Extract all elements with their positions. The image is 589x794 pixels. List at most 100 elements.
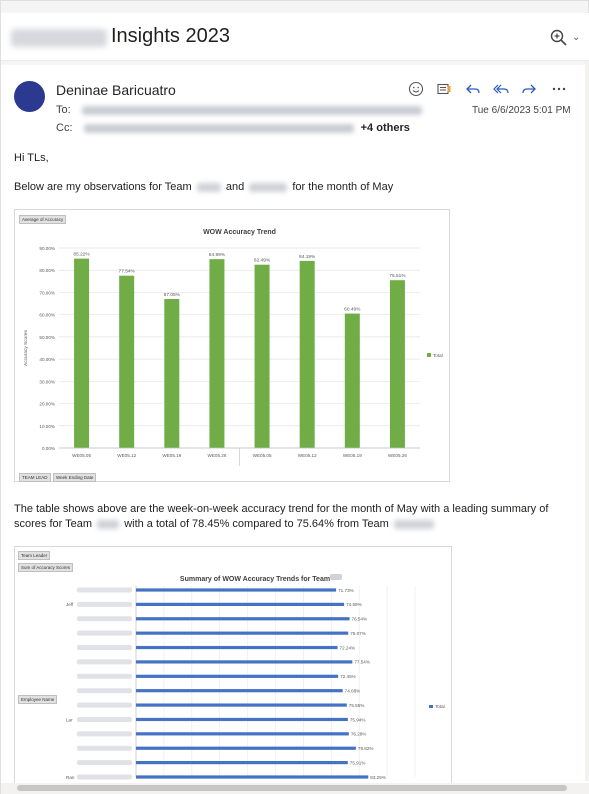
- redacted-employee-name: [77, 601, 132, 607]
- bar: [136, 588, 337, 592]
- data-label: 75.91%: [350, 760, 366, 765]
- y-tick-label: 70.00%: [39, 290, 55, 295]
- redacted-employee-name: [77, 645, 132, 651]
- bar: [136, 732, 349, 736]
- x-tick-label: WE05.12: [298, 453, 317, 458]
- x-tick-label: WE05.19: [162, 453, 181, 458]
- data-label: 85.22%: [73, 252, 90, 258]
- y-tick-label: 40.00%: [39, 357, 55, 362]
- y-axis-label: Accuracy Scores: [23, 329, 29, 366]
- subject-bar: Insights 2023 ⌄: [1, 13, 589, 61]
- data-label: 82.49%: [254, 258, 271, 264]
- legend-label: Total: [435, 704, 445, 709]
- chart-title: WOW Accuracy Trend: [203, 229, 276, 236]
- legend-label: Total: [433, 353, 443, 358]
- redacted-employee-name: [77, 688, 132, 694]
- bar: [344, 313, 360, 448]
- bar: [119, 275, 135, 448]
- data-label: 77.54%: [119, 269, 136, 275]
- para-text-b: with a total of 78.45% compared to 75.64…: [124, 518, 389, 530]
- bar: [136, 703, 347, 707]
- data-label: 71.73%: [338, 588, 354, 593]
- message-card: Deninae Baricuatro To: Cc: +4 others: [1, 65, 589, 794]
- bar: [136, 631, 349, 635]
- sent-date: Tue 6/6/2023 5:01 PM: [472, 105, 571, 116]
- redacted-employee-name: [77, 673, 132, 679]
- y-tick-label: 90.00%: [39, 246, 55, 251]
- chevron-down-icon[interactable]: ⌄: [572, 32, 581, 43]
- redacted-team-name: [196, 182, 221, 192]
- field-button-average[interactable]: Average of Accuracy: [19, 215, 67, 224]
- redacted-subject-prefix: [11, 29, 107, 47]
- chart-title: Summary of WOW Accuracy Trends for Team: [180, 576, 330, 583]
- cc-row: Cc: +4 others: [56, 122, 410, 134]
- field-button-team-lead[interactable]: TEAM LEAD: [19, 473, 51, 482]
- redacted-employee-name: [77, 760, 132, 766]
- bar: [209, 259, 225, 448]
- x-tick-label: WE05.26: [207, 453, 226, 458]
- cc-more-link[interactable]: +4 others: [360, 122, 410, 134]
- forward-icon[interactable]: [519, 79, 539, 99]
- bar: [136, 674, 339, 678]
- y-tick-label: 50.00%: [39, 335, 55, 340]
- y-tick-label: Ran: [66, 775, 75, 780]
- bar: [74, 258, 90, 448]
- data-label: 84.19%: [299, 254, 316, 260]
- y-tick-label: Lar: [66, 717, 73, 722]
- para-text-a: The table shows above are the week-on-we…: [14, 503, 549, 530]
- reply-all-icon[interactable]: [491, 79, 511, 99]
- data-label: 76.28%: [351, 732, 367, 737]
- redacted-employee-name: [77, 587, 132, 593]
- more-icon[interactable]: [549, 79, 569, 99]
- redacted-employee-name: [77, 702, 132, 708]
- bar: [136, 660, 353, 664]
- intro-line: Below are my observations for Team and f…: [14, 180, 393, 195]
- immersive-reader-icon[interactable]: [434, 79, 454, 99]
- summary-svg: Summary of WOW Accuracy Trends for Team 7…: [66, 574, 445, 780]
- cc-label: Cc:: [56, 122, 73, 134]
- bar: [136, 717, 348, 722]
- redacted-to-recipients[interactable]: [81, 105, 422, 115]
- bar: [136, 761, 348, 765]
- redacted-cc-recipients[interactable]: [83, 123, 354, 133]
- bar: [136, 746, 356, 750]
- x-tick-label: WE05.19: [343, 453, 362, 458]
- data-label: 75.51%: [389, 273, 406, 279]
- bar: [136, 602, 345, 606]
- reply-icon[interactable]: [463, 79, 483, 99]
- horizontal-scroll-thumb[interactable]: [17, 785, 567, 791]
- data-label: 67.05%: [164, 292, 181, 298]
- field-button-sum-accuracy[interactable]: Sum of Accuracy Scores: [18, 563, 74, 572]
- y-tick-label: 0.00%: [42, 446, 55, 451]
- x-tick-label: WE05.12: [117, 453, 136, 458]
- redacted-employee-name: [77, 745, 132, 751]
- data-label: 74.59%: [346, 602, 362, 607]
- to-row: To:: [56, 104, 422, 116]
- smiley-icon[interactable]: [406, 79, 426, 99]
- avatar[interactable]: [14, 81, 45, 112]
- accuracy-trend-chart: WOW Accuracy Trend 0.00% 10.00% 20.00% 30.00…: [14, 209, 450, 482]
- data-label: 74.08%: [345, 688, 361, 693]
- legend-swatch: [427, 353, 431, 357]
- vertical-scrollbar[interactable]: [585, 61, 589, 781]
- field-button-employee-name[interactable]: Employee Name: [18, 695, 58, 704]
- field-button-week-ending[interactable]: Week Ending Date: [53, 473, 97, 482]
- y-tick-label: 60.00%: [39, 313, 55, 318]
- message-actions: [406, 79, 576, 99]
- x-tick-label: WE05.05: [72, 453, 91, 458]
- y-tick-label: 20.00%: [39, 402, 55, 407]
- redacted-team-name: [97, 519, 120, 529]
- intro-text-c: for the month of May: [292, 181, 394, 193]
- bar: [299, 260, 315, 448]
- redacted-employee-name: [77, 630, 132, 636]
- data-label: 72.24%: [340, 645, 356, 650]
- field-button-team-leader[interactable]: Team Leader: [18, 551, 51, 560]
- sender-name[interactable]: Deninae Baricuatro: [56, 82, 176, 98]
- accuracy-trend-svg: WOW Accuracy Trend 0.00% 10.00% 20.00% 30.00…: [23, 229, 443, 466]
- redacted-title-suffix: [330, 574, 342, 580]
- bar: [389, 280, 405, 448]
- greeting: Hi TLs,: [14, 152, 49, 164]
- x-tick-label: WE05.05: [253, 453, 272, 458]
- summary-paragraph: The table shows above are the week-on-we…: [14, 502, 574, 532]
- zoom-icon[interactable]: [549, 28, 569, 48]
